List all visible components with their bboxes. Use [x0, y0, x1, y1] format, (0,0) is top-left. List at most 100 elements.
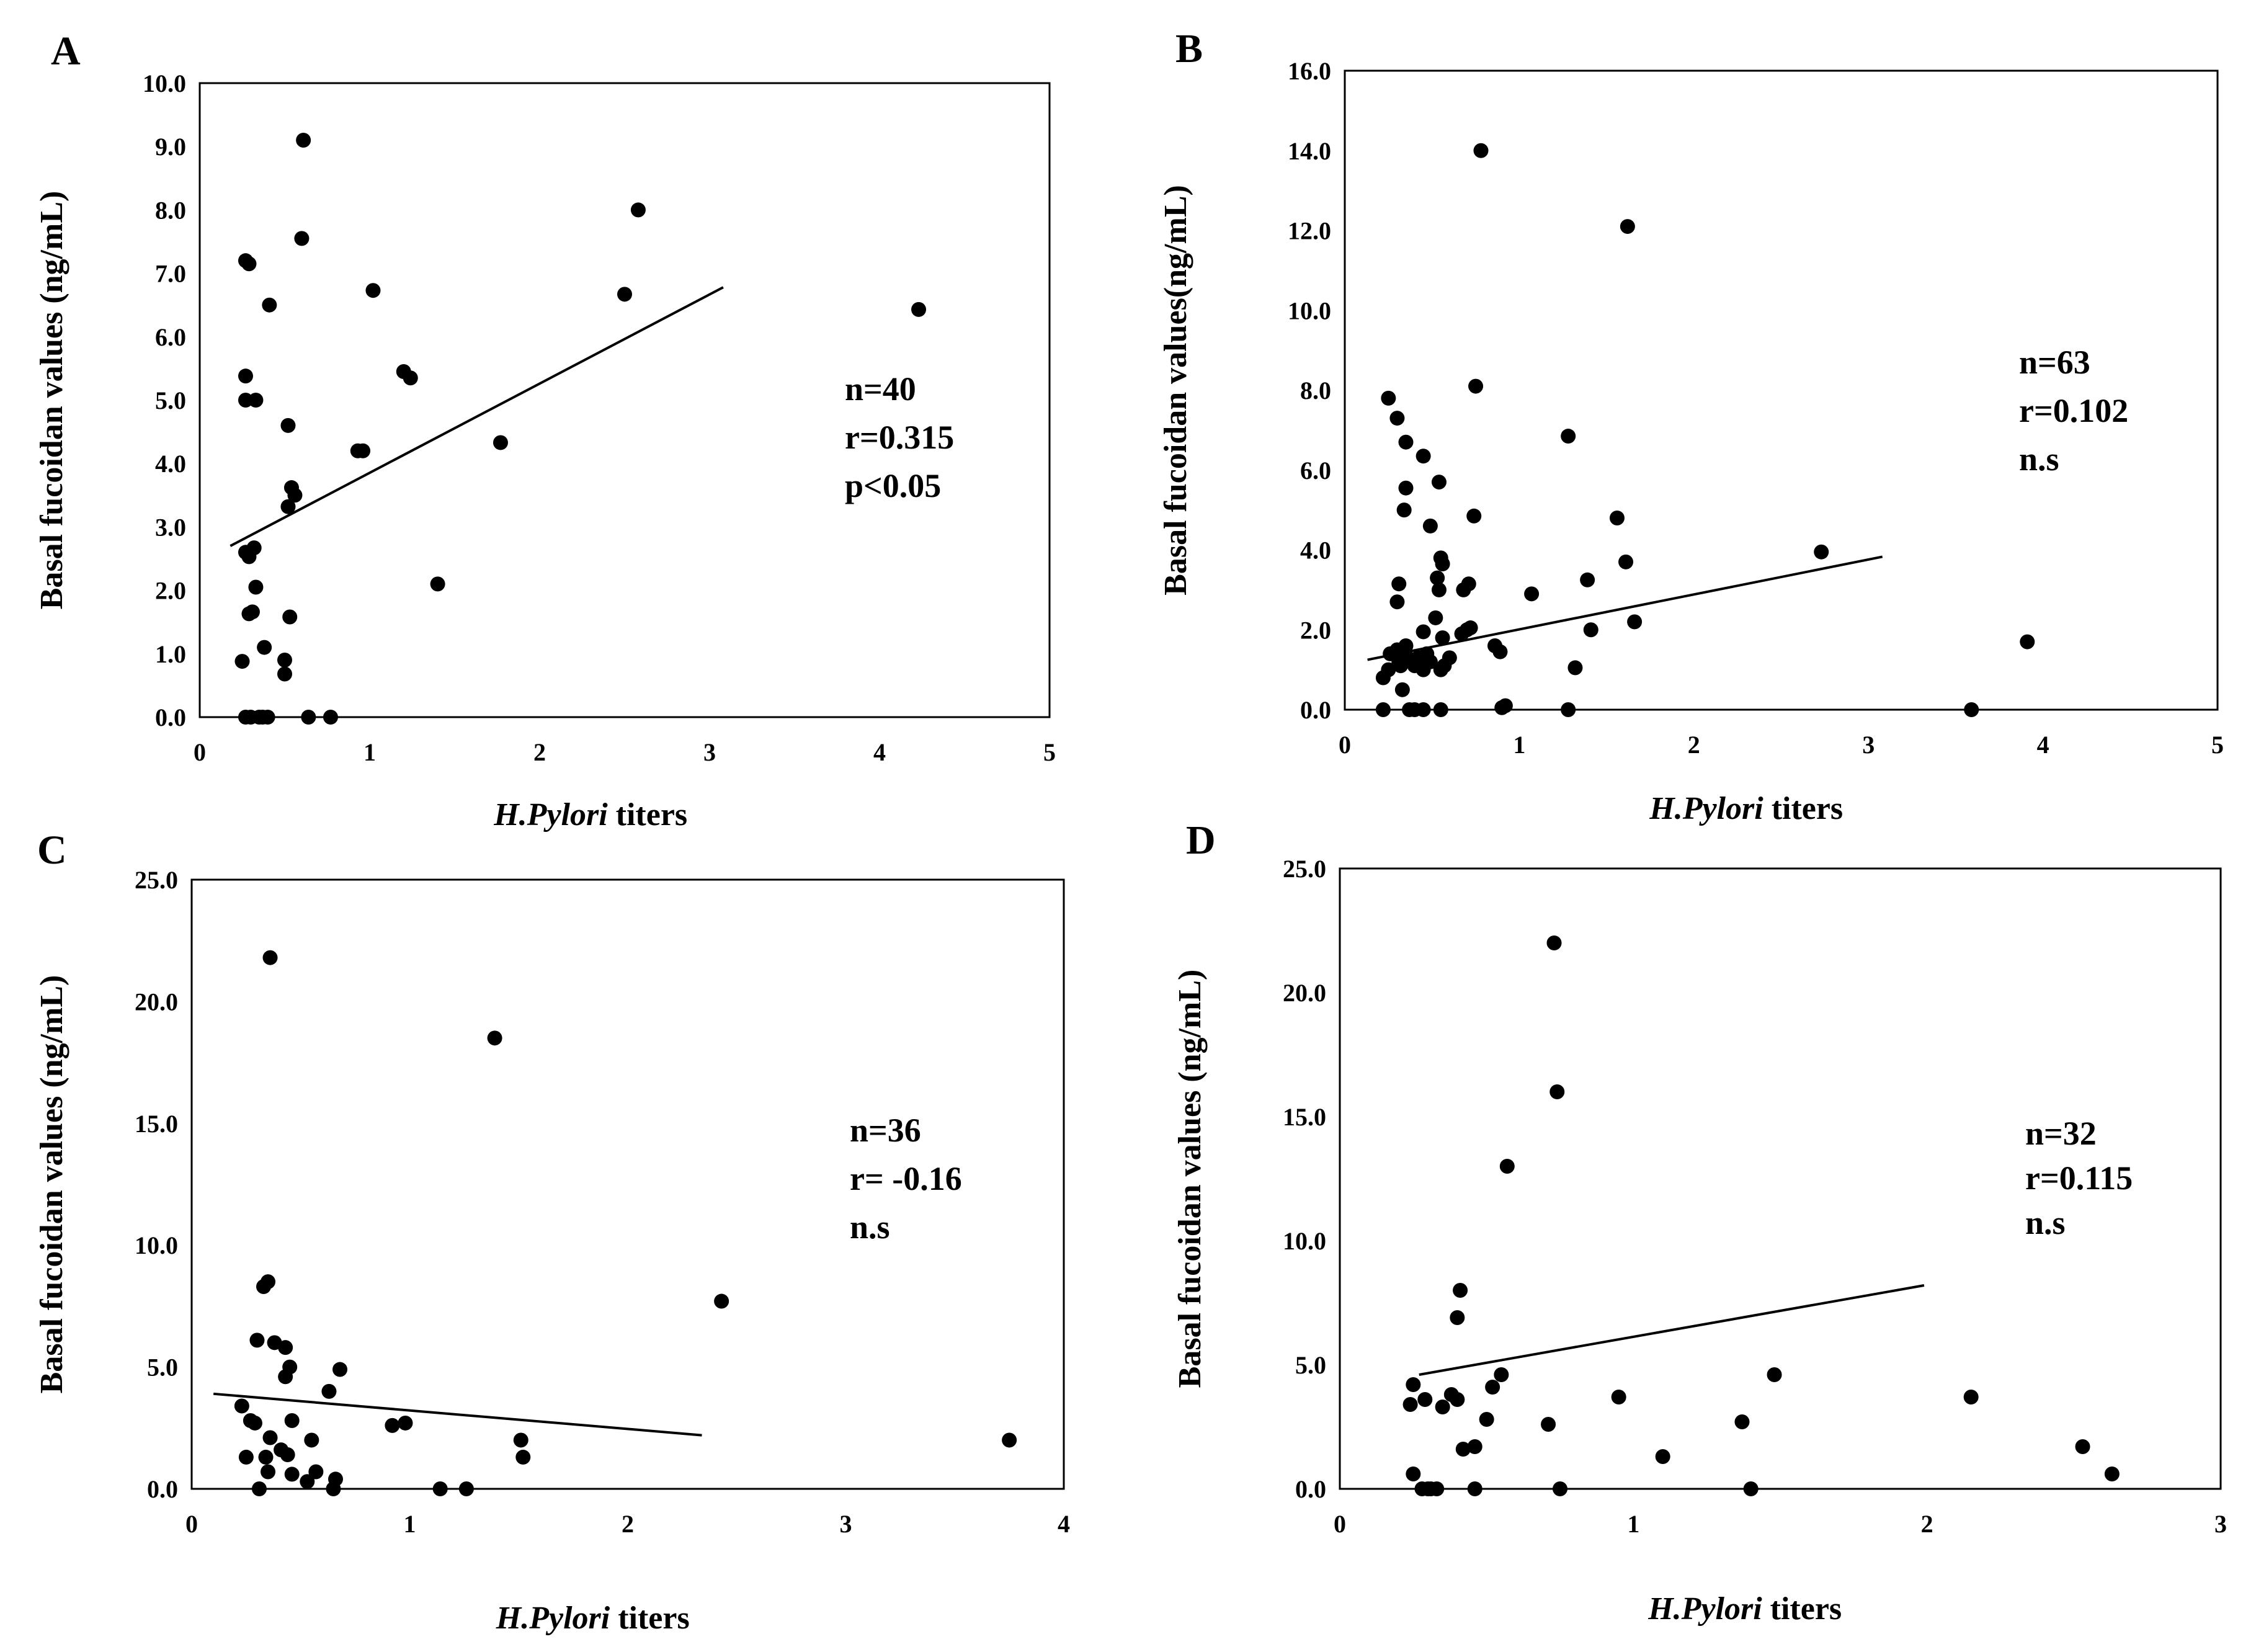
x-tick-label: 0: [185, 1510, 198, 1538]
data-point: [385, 1418, 400, 1433]
x-tick-label: 0: [194, 738, 206, 766]
stat-annotation: r= -0.16: [850, 1160, 962, 1197]
data-point: [1499, 1159, 1515, 1174]
y-tick-label: 0.0: [1295, 1475, 1326, 1503]
x-axis-label-italic: H.Pylori: [493, 797, 608, 833]
data-point: [234, 1398, 249, 1414]
y-axis-label: Basal fucoidan values (ng/mL): [34, 975, 69, 1394]
data-point: [1485, 1380, 1500, 1395]
data-point: [1461, 576, 1476, 592]
data-point: [300, 1474, 315, 1489]
data-point: [1455, 1442, 1471, 1457]
data-point: [296, 132, 311, 148]
y-tick-label: 16.0: [1288, 57, 1331, 85]
data-point: [1406, 1467, 1421, 1481]
panel-label: B: [1175, 26, 1203, 71]
data-point: [284, 1413, 300, 1429]
trendline: [1367, 555, 1883, 661]
x-tick-label: 1: [1513, 731, 1525, 759]
x-tick-label: 5: [1043, 738, 1056, 766]
data-point: [1655, 1449, 1670, 1464]
x-axis-label: H.Pylori titers: [493, 797, 687, 833]
x-tick-label: 2: [1688, 731, 1700, 759]
y-tick-label: 1.0: [155, 640, 186, 668]
data-point: [1473, 143, 1489, 158]
data-point: [280, 417, 296, 433]
y-tick-label: 8.0: [155, 196, 186, 224]
data-point: [1417, 1392, 1433, 1407]
data-point: [332, 1362, 348, 1377]
data-point: [248, 393, 264, 408]
x-tick-label: 4: [2037, 731, 2049, 759]
data-point: [1553, 1481, 1567, 1496]
x-tick-label: 2: [1921, 1510, 1933, 1538]
data-point: [1416, 702, 1431, 717]
y-tick-label: 25.0: [1283, 855, 1326, 883]
data-point: [1524, 586, 1540, 602]
data-point: [1402, 1397, 1418, 1412]
stat-annotation: n=32: [2025, 1115, 2097, 1152]
data-point: [282, 609, 298, 625]
data-point: [247, 1415, 262, 1431]
data-point: [241, 256, 257, 272]
y-tick-label: 15.0: [135, 1110, 178, 1138]
data-point: [1561, 429, 1576, 444]
data-point: [284, 1467, 300, 1482]
panel-label: A: [51, 29, 81, 74]
data-point: [251, 1481, 267, 1496]
data-point: [1002, 1432, 1017, 1448]
data-point: [617, 287, 632, 302]
x-axis-label: H.Pylori titers: [1647, 1591, 1842, 1627]
data-point: [2075, 1439, 2090, 1454]
data-point: [1431, 475, 1447, 490]
x-axis-label: H.Pylori titers: [496, 1601, 690, 1636]
data-point: [280, 1447, 295, 1463]
y-tick-label: 10.0: [143, 69, 186, 97]
y-tick-label: 0.0: [155, 703, 186, 731]
y-tick-label: 2.0: [155, 577, 186, 605]
x-tick-label: 1: [404, 1510, 416, 1538]
data-point: [365, 283, 381, 298]
data-point: [1389, 594, 1405, 610]
data-point: [1627, 614, 1643, 630]
data-point: [262, 1430, 278, 1445]
y-tick-label: 5.0: [147, 1354, 178, 1382]
x-axis-label-italic: H.Pylori: [1649, 791, 1763, 826]
y-tick-label: 0.0: [1300, 696, 1331, 724]
x-tick-label: 2: [622, 1510, 634, 1538]
data-point: [1375, 702, 1391, 717]
x-tick-label: 2: [533, 738, 546, 766]
data-point: [262, 950, 278, 965]
x-tick-label: 0: [1339, 731, 1351, 759]
data-point: [234, 654, 250, 669]
data-point: [1394, 682, 1410, 697]
data-point: [280, 499, 296, 514]
y-tick-label: 6.0: [1300, 457, 1331, 484]
y-tick-label: 5.0: [1295, 1351, 1326, 1379]
stat-annotation: n.s: [2019, 440, 2059, 478]
x-axis-label-rest: titers: [1763, 791, 1843, 826]
data-point: [1396, 502, 1412, 518]
data-point: [262, 297, 277, 313]
data-point: [458, 1481, 474, 1496]
data-point: [1467, 1439, 1482, 1454]
data-point: [1964, 702, 1979, 717]
data-point: [1466, 508, 1482, 524]
data-point: [1609, 511, 1625, 525]
x-tick-label: 4: [1058, 1510, 1070, 1538]
data-point: [277, 653, 292, 668]
data-point: [249, 1333, 265, 1348]
y-tick-label: 7.0: [155, 260, 186, 288]
stat-annotation: n=40: [845, 370, 916, 408]
y-axis-label: Basal fucoidan values(ng/mL): [1158, 185, 1193, 596]
data-point: [301, 710, 316, 725]
x-tick-label: 3: [703, 738, 716, 766]
data-point: [1431, 582, 1447, 597]
data-point: [398, 1415, 413, 1431]
data-point: [432, 1481, 448, 1496]
data-point: [1546, 935, 1562, 950]
data-point: [1430, 570, 1445, 586]
y-tick-label: 4.0: [1300, 537, 1331, 565]
data-point: [1492, 644, 1508, 659]
data-point: [1583, 622, 1598, 638]
